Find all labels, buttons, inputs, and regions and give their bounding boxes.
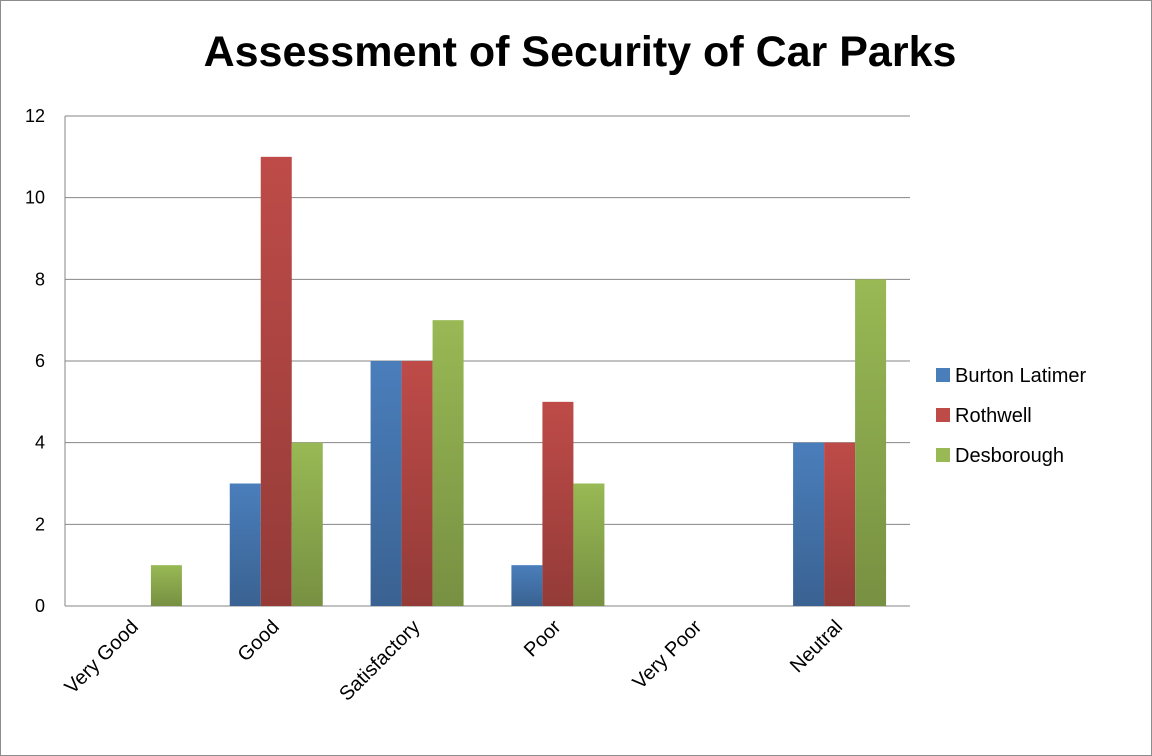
y-tick-label: 10: [25, 188, 45, 208]
y-tick-label: 12: [25, 106, 45, 126]
legend-swatch: [936, 448, 950, 462]
gridlines: [64, 115, 910, 607]
y-tick-label: 4: [35, 433, 45, 453]
bars: [150, 156, 887, 607]
x-category-label: Neutral: [786, 616, 847, 677]
bar-burton-latimer: [229, 483, 261, 606]
x-category-labels: Very Good Good Satisfactory Poor Very Poor Ne…: [61, 616, 848, 706]
x-category-label: Poor: [520, 616, 566, 662]
x-category-label: Satisfactory: [335, 616, 424, 705]
bar-rothwell: [401, 361, 433, 606]
y-tick-label: 6: [35, 351, 45, 371]
x-category-label: Very Good: [61, 616, 143, 698]
chart-title: Assessment of Security of Car Parks: [203, 28, 957, 76]
bar-desborough: [432, 320, 464, 606]
bar-desborough: [573, 483, 605, 606]
legend-swatch: [936, 408, 950, 422]
bar-desborough: [855, 279, 887, 606]
bar-rothwell: [824, 442, 856, 606]
legend-label: Desborough: [955, 445, 1064, 467]
legend-label: Rothwell: [955, 405, 1032, 427]
legend-label: Burton Latimer: [955, 365, 1087, 387]
bar-rothwell: [542, 401, 574, 606]
y-tick-label: 8: [35, 269, 45, 289]
bar-desborough: [291, 442, 323, 606]
legend: Burton Latimer Rothwell Desborough: [936, 365, 1087, 467]
y-tick-labels: 0 2 4 6 8 10 12: [25, 106, 45, 616]
y-tick-label: 2: [35, 514, 45, 534]
bar-burton-latimer: [370, 361, 402, 606]
y-tick-label: 0: [35, 596, 45, 616]
bar-desborough: [150, 565, 182, 606]
x-category-label: Good: [234, 616, 284, 666]
bar-burton-latimer: [793, 442, 825, 606]
x-category-label: Very Poor: [629, 616, 707, 694]
bar-burton-latimer: [511, 565, 543, 606]
bar-rothwell: [260, 156, 292, 607]
legend-swatch: [936, 368, 950, 382]
